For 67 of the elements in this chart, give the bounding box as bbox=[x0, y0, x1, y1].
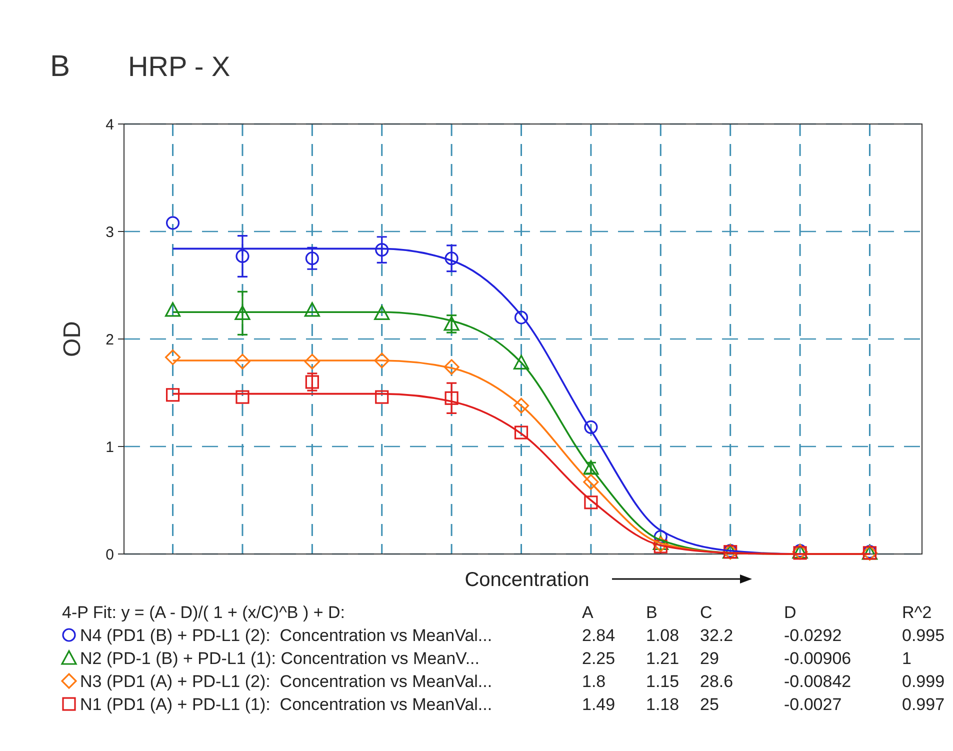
text: 0.999 bbox=[902, 672, 945, 691]
chart-title: HRP - X bbox=[128, 51, 230, 82]
legend-label: N1 (PD1 (A) + PD-L1 (1): Concentration vs MeanVal... bbox=[80, 695, 492, 714]
point bbox=[375, 390, 389, 404]
x-axis-title: Concentration bbox=[464, 569, 590, 591]
point bbox=[164, 349, 181, 366]
point bbox=[514, 310, 528, 324]
text: B bbox=[646, 603, 658, 622]
point bbox=[234, 354, 250, 370]
point bbox=[513, 354, 530, 370]
text: 2.25 bbox=[582, 649, 616, 668]
legend-label: N3 (PD1 (A) + PD-L1 (2): Concentration vs MeanVal... bbox=[80, 672, 492, 691]
y-tick-label: 1 bbox=[106, 438, 114, 456]
text: 0.995 bbox=[902, 626, 945, 645]
text: 25 bbox=[700, 695, 719, 714]
point bbox=[654, 540, 668, 554]
text: 1 bbox=[902, 649, 912, 668]
point bbox=[374, 352, 390, 368]
text: -0.0292 bbox=[784, 626, 842, 645]
y-tick-label: 3 bbox=[106, 224, 114, 241]
point bbox=[304, 354, 320, 370]
point bbox=[234, 305, 250, 320]
text: 2.84 bbox=[582, 626, 616, 645]
point bbox=[375, 242, 389, 257]
point bbox=[304, 302, 320, 317]
legend-label: N4 (PD1 (B) + PD-L1 (2): Concentration vs MeanVal... bbox=[80, 626, 492, 645]
text: 1.8 bbox=[582, 672, 606, 691]
y-tick-label: 2 bbox=[106, 331, 114, 348]
text: D bbox=[784, 603, 796, 622]
text: 0.997 bbox=[902, 695, 945, 714]
text: 1.18 bbox=[646, 695, 680, 714]
text: C bbox=[700, 603, 712, 622]
y-axis-title: OD bbox=[59, 321, 86, 357]
point bbox=[584, 496, 598, 510]
text: 1.15 bbox=[646, 672, 680, 691]
text: -0.00842 bbox=[784, 672, 852, 691]
text: R^2 bbox=[902, 603, 932, 622]
point bbox=[166, 216, 180, 230]
text: A bbox=[582, 603, 594, 622]
point bbox=[305, 252, 319, 266]
y-tick-label: 0 bbox=[106, 546, 114, 564]
point bbox=[305, 375, 319, 389]
text: 32.2 bbox=[700, 626, 734, 645]
point bbox=[584, 420, 598, 434]
point bbox=[166, 388, 180, 402]
text: 4-P Fit: y = (A - D)/( 1 + (x/C)^B ) + D: bbox=[62, 603, 346, 622]
text: 29 bbox=[700, 649, 719, 668]
point bbox=[374, 305, 390, 320]
text: B bbox=[50, 50, 70, 83]
text: -0.00906 bbox=[784, 649, 852, 668]
point bbox=[514, 426, 528, 440]
point bbox=[513, 398, 530, 414]
point bbox=[583, 474, 599, 490]
legend-label: N2 (PD-1 (B) + PD-L1 (1): Concentration vs MeanV... bbox=[80, 649, 480, 668]
point bbox=[444, 391, 458, 405]
y-tick-label: 4 bbox=[106, 116, 114, 134]
text: 1.08 bbox=[646, 626, 680, 645]
point bbox=[654, 530, 668, 544]
point bbox=[236, 249, 250, 264]
point bbox=[444, 359, 460, 375]
text: 1.21 bbox=[646, 649, 680, 668]
text: 28.6 bbox=[700, 672, 734, 691]
text: 1.49 bbox=[582, 695, 616, 714]
point bbox=[236, 390, 250, 404]
text: -0.0027 bbox=[784, 695, 842, 714]
point bbox=[444, 252, 458, 266]
point bbox=[164, 302, 181, 317]
